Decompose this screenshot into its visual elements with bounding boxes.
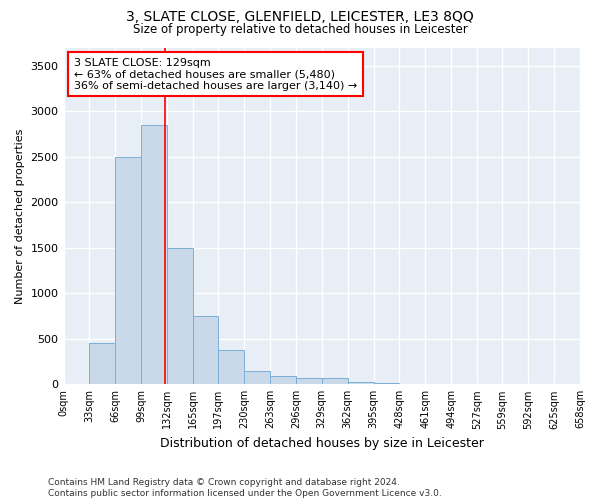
Bar <box>270 376 296 384</box>
Bar <box>244 370 270 384</box>
Text: 3 SLATE CLOSE: 129sqm
← 63% of detached houses are smaller (5,480)
36% of semi-d: 3 SLATE CLOSE: 129sqm ← 63% of detached … <box>74 58 357 91</box>
Y-axis label: Number of detached properties: Number of detached properties <box>15 128 25 304</box>
Bar <box>115 156 141 384</box>
Bar <box>218 350 244 384</box>
Bar <box>193 316 218 384</box>
Text: Size of property relative to detached houses in Leicester: Size of property relative to detached ho… <box>133 22 467 36</box>
Bar <box>141 125 167 384</box>
Text: Contains HM Land Registry data © Crown copyright and database right 2024.
Contai: Contains HM Land Registry data © Crown c… <box>48 478 442 498</box>
Bar <box>347 382 374 384</box>
Bar <box>167 248 193 384</box>
Bar <box>322 378 347 384</box>
Bar <box>296 378 322 384</box>
X-axis label: Distribution of detached houses by size in Leicester: Distribution of detached houses by size … <box>160 437 484 450</box>
Text: 3, SLATE CLOSE, GLENFIELD, LEICESTER, LE3 8QQ: 3, SLATE CLOSE, GLENFIELD, LEICESTER, LE… <box>126 10 474 24</box>
Bar <box>89 344 115 384</box>
